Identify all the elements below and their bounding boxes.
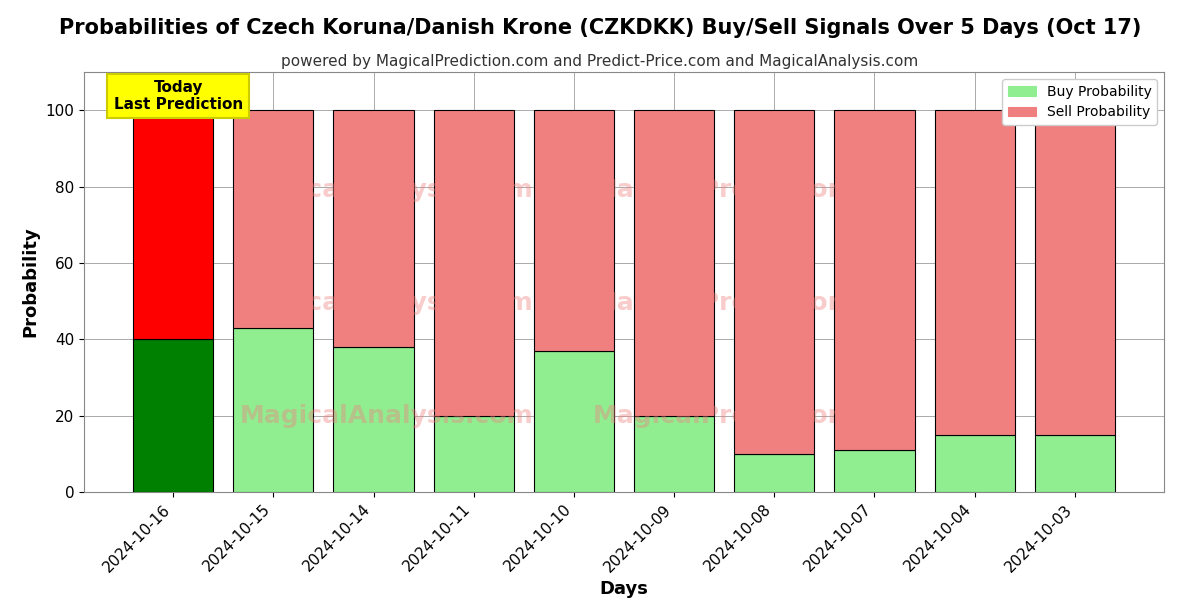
Bar [1034, 110, 1115, 435]
Bar [133, 110, 214, 339]
Bar [534, 110, 614, 351]
Bar [233, 328, 313, 492]
Bar [634, 416, 714, 492]
Bar [133, 339, 214, 492]
Bar [734, 454, 815, 492]
Bar [935, 435, 1015, 492]
Text: MagicalPrediction.com: MagicalPrediction.com [593, 291, 914, 315]
Bar [834, 450, 914, 492]
Text: MagicalPrediction.com: MagicalPrediction.com [593, 178, 914, 202]
Text: MagicalAnalysis.com: MagicalAnalysis.com [240, 291, 533, 315]
Bar [433, 110, 514, 416]
Text: MagicalAnalysis.com: MagicalAnalysis.com [240, 178, 533, 202]
Text: MagicalPrediction.com: MagicalPrediction.com [593, 404, 914, 428]
Bar [935, 110, 1015, 435]
Text: MagicalAnalysis.com: MagicalAnalysis.com [240, 404, 533, 428]
Y-axis label: Probability: Probability [22, 227, 40, 337]
Text: Probabilities of Czech Koruna/Danish Krone (CZKDKK) Buy/Sell Signals Over 5 Days: Probabilities of Czech Koruna/Danish Kro… [59, 18, 1141, 38]
Bar [334, 347, 414, 492]
Bar [433, 416, 514, 492]
Bar [534, 351, 614, 492]
Text: Today
Last Prediction: Today Last Prediction [114, 80, 242, 112]
Bar [233, 110, 313, 328]
Bar [834, 110, 914, 450]
Bar [634, 110, 714, 416]
Bar [334, 110, 414, 347]
X-axis label: Days: Days [600, 580, 648, 598]
Bar [1034, 435, 1115, 492]
Bar [734, 110, 815, 454]
Legend: Buy Probability, Sell Probability: Buy Probability, Sell Probability [1002, 79, 1157, 125]
Text: powered by MagicalPrediction.com and Predict-Price.com and MagicalAnalysis.com: powered by MagicalPrediction.com and Pre… [281, 54, 919, 69]
